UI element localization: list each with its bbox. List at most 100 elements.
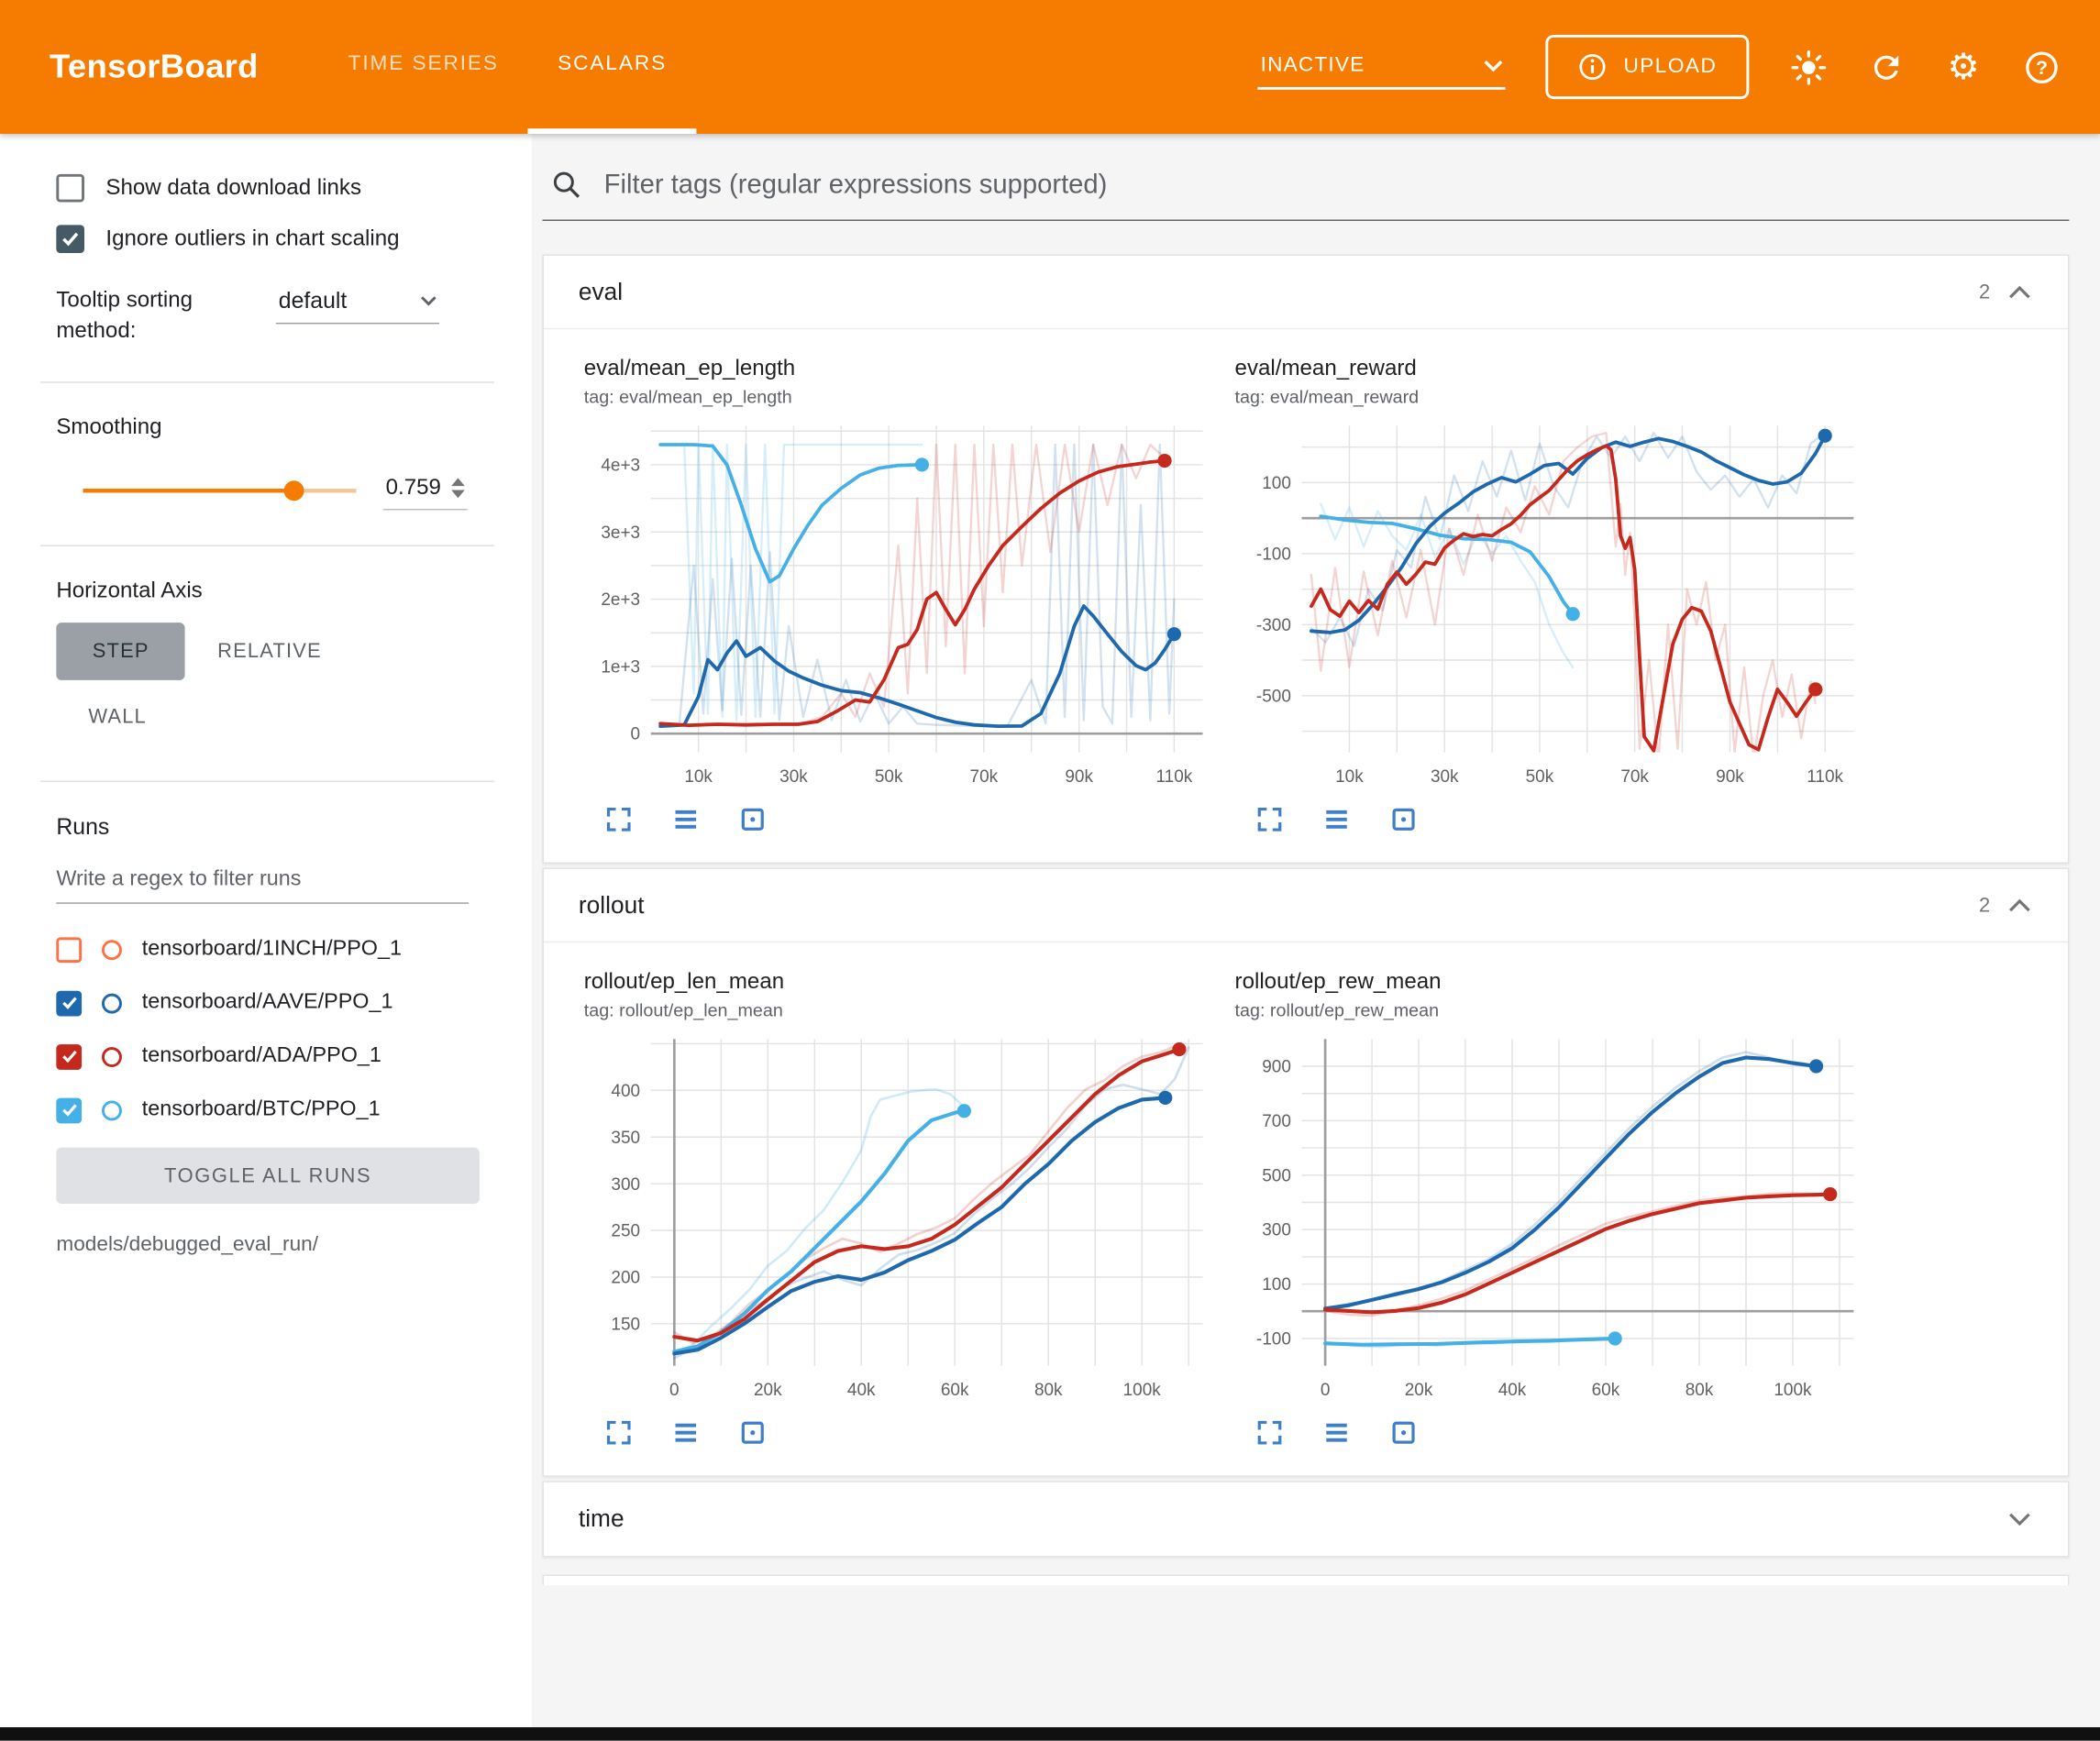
toggle-runs-lines-icon[interactable] <box>1321 803 1353 835</box>
slider-thumb[interactable] <box>283 480 304 501</box>
svg-text:0: 0 <box>669 1381 680 1400</box>
toggle-runs-lines-icon[interactable] <box>1321 1416 1353 1449</box>
brightness-icon[interactable] <box>1789 49 1827 86</box>
line-chart-svg[interactable]: 0 20k 40k 60k 80k 100k 400 350 300 250 200 150 <box>584 1029 1213 1407</box>
line-chart-svg[interactable]: 10k 30k 50k 70k 90k 110k 0 1e+3 2e+3 3e+3 4e+3 <box>584 415 1213 794</box>
spinner-up-icon[interactable] <box>451 478 466 487</box>
expand-chart-icon[interactable] <box>1254 803 1286 835</box>
svg-text:60k: 60k <box>941 1381 969 1400</box>
svg-text:500: 500 <box>1262 1166 1291 1185</box>
upload-button-label: UPLOAD <box>1623 54 1718 78</box>
chart-tag: tag: rollout/ep_rew_mean <box>1234 999 1440 1020</box>
svg-text:70k: 70k <box>970 767 999 787</box>
section-card-rollout: rollout 2 rollout/ep_len_mean tag: rollo… <box>542 867 2070 1477</box>
chevron-up-icon[interactable] <box>2006 896 2033 914</box>
help-icon[interactable]: ? <box>2022 49 2060 86</box>
expand-chart-icon[interactable] <box>602 1416 635 1449</box>
chart-title: eval/mean_ep_length <box>583 356 796 380</box>
runs-filter-input[interactable] <box>56 862 470 905</box>
settings-gear-icon[interactable]: ⚙ <box>1947 46 1980 88</box>
chart-title: eval/mean_reward <box>1234 356 1417 380</box>
upload-button[interactable]: UPLOAD <box>1545 34 1750 100</box>
run-label: tensorboard/ADA/PPO_1 <box>141 1044 381 1068</box>
ignore-outliers-row[interactable]: Ignore outliers in chart scaling <box>56 225 494 254</box>
axis-relative-button[interactable]: RELATIVE <box>185 623 354 680</box>
toggle-all-runs-button[interactable]: TOGGLE ALL RUNS <box>56 1147 480 1205</box>
svg-text:10k: 10k <box>1335 767 1364 787</box>
chevron-down-icon[interactable] <box>2006 1510 2033 1528</box>
chart-canvas[interactable]: 0 20k 40k 60k 80k 100k 900 700 500 300 100 -100 <box>1235 1029 1864 1415</box>
filter-tags-row <box>542 152 2070 221</box>
svg-text:20k: 20k <box>754 1381 782 1400</box>
section-eval-header[interactable]: eval 2 <box>543 256 2068 330</box>
filter-tags-input[interactable] <box>603 169 2061 201</box>
show-download-links-checkbox[interactable] <box>56 173 85 203</box>
svg-text:40k: 40k <box>1498 1381 1527 1400</box>
run-checkbox[interactable] <box>56 990 83 1017</box>
refresh-icon[interactable] <box>1867 49 1905 86</box>
svg-text:30k: 30k <box>779 767 808 787</box>
svg-text:100: 100 <box>1262 1275 1291 1295</box>
fit-domain-icon[interactable] <box>1387 803 1420 835</box>
run-list: tensorboard/1INCH/PPO_1 tensorboard/AAVE/… <box>56 923 494 1138</box>
chart-canvas[interactable]: 10k 30k 50k 70k 90k 110k 100 -100 -300 -500 <box>1235 415 1864 801</box>
line-chart-svg[interactable]: 10k 30k 50k 70k 90k 110k 100 -100 -300 -500 <box>1235 415 1864 794</box>
chart-block-mean-reward: eval/mean_reward tag: eval/mean_reward 1… <box>1235 356 1864 835</box>
run-row-3[interactable]: tensorboard/BTC/PPO_1 <box>56 1084 494 1137</box>
run-row-1[interactable]: tensorboard/AAVE/PPO_1 <box>56 976 494 1030</box>
run-row-2[interactable]: tensorboard/ADA/PPO_1 <box>56 1030 494 1083</box>
axis-wall-button[interactable]: WALL <box>56 689 179 746</box>
svg-text:100k: 100k <box>1123 1381 1162 1400</box>
ignore-outliers-checkbox[interactable] <box>56 225 85 254</box>
tab-time-series[interactable]: TIME SERIES <box>348 51 499 75</box>
expand-chart-icon[interactable] <box>1254 1416 1286 1449</box>
section-rollout-header[interactable]: rollout 2 <box>543 869 2068 943</box>
svg-text:50k: 50k <box>1526 767 1554 787</box>
smoothing-value-field[interactable]: 0.759 <box>382 470 469 511</box>
chart-tag: tag: eval/mean_reward <box>1234 387 1420 407</box>
header-actions: INACTIVE UPLOAD <box>1257 0 2100 134</box>
spinner-down-icon[interactable] <box>451 490 466 499</box>
run-checkbox[interactable] <box>56 1043 83 1070</box>
runs-heading: Runs <box>56 814 110 840</box>
toggle-runs-lines-icon[interactable] <box>669 1416 702 1449</box>
window-bottom-edge <box>0 1726 2100 1741</box>
axis-step-button[interactable]: STEP <box>56 623 186 681</box>
line-chart-svg[interactable]: 0 20k 40k 60k 80k 100k 900 700 500 300 100 -100 <box>1235 1029 1864 1407</box>
tooltip-sorting-select[interactable]: default <box>275 285 440 325</box>
svg-text:250: 250 <box>611 1222 640 1241</box>
check-icon <box>61 997 77 1010</box>
chart-block-mean-ep-length: eval/mean_ep_length tag: eval/mean_ep_le… <box>584 356 1213 835</box>
chart-canvas[interactable]: 0 20k 40k 60k 80k 100k 400 350 300 250 200 150 <box>584 1029 1213 1415</box>
status-dropdown-value: INACTIVE <box>1260 53 1365 77</box>
status-dropdown[interactable]: INACTIVE <box>1257 44 1506 90</box>
info-icon <box>1579 53 1606 81</box>
horizontal-axis-buttons: STEP RELATIVE WALL <box>56 623 417 745</box>
svg-text:200: 200 <box>611 1269 640 1288</box>
section-time-header[interactable]: time <box>544 1482 2068 1556</box>
toggle-runs-lines-icon[interactable] <box>669 803 702 835</box>
show-download-links-row[interactable]: Show data download links <box>56 173 494 203</box>
tab-scalars[interactable]: SCALARS <box>528 0 697 135</box>
fit-domain-icon[interactable] <box>736 803 768 835</box>
run-checkbox[interactable] <box>56 936 83 963</box>
chart-canvas[interactable]: 10k 30k 50k 70k 90k 110k 0 1e+3 2e+3 3e+3 4e+3 <box>584 415 1213 801</box>
run-color-ring <box>101 993 122 1014</box>
runs-filter <box>56 862 494 905</box>
value-spinner[interactable] <box>451 478 466 499</box>
svg-text:60k: 60k <box>1592 1381 1620 1400</box>
expand-chart-icon[interactable] <box>602 803 635 835</box>
svg-text:100k: 100k <box>1774 1381 1812 1400</box>
smoothing-slider[interactable] <box>83 479 357 501</box>
run-checkbox[interactable] <box>56 1097 83 1123</box>
divider <box>39 545 494 547</box>
section-card-time: time <box>542 1481 2070 1558</box>
chart-toolbar <box>602 1416 1213 1449</box>
fit-domain-icon[interactable] <box>736 1416 768 1449</box>
fit-domain-icon[interactable] <box>1387 1416 1420 1449</box>
run-color-ring <box>101 939 122 960</box>
svg-text:90k: 90k <box>1716 767 1744 787</box>
chevron-up-icon[interactable] <box>2006 282 2033 301</box>
section-rollout-body: rollout/ep_len_mean tag: rollout/ep_len_… <box>544 942 2068 1475</box>
run-row-0[interactable]: tensorboard/1INCH/PPO_1 <box>56 923 494 976</box>
